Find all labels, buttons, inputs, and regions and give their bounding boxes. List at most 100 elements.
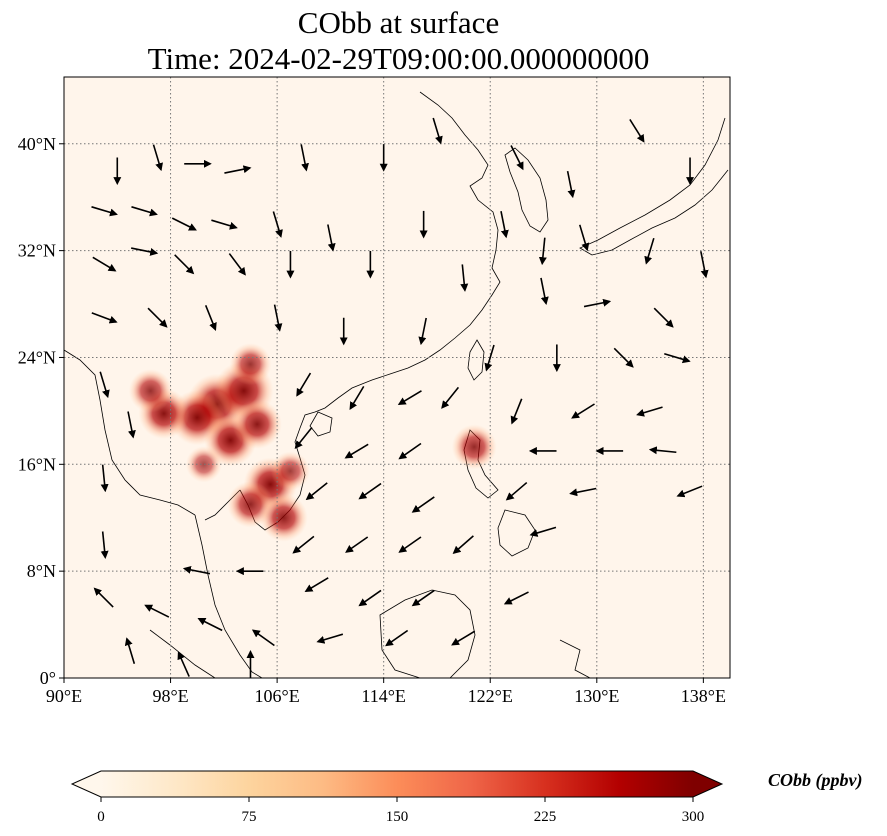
wind-arrow [131, 206, 158, 217]
wind-arrow [304, 577, 329, 593]
lon-tick-label: 90°E [46, 686, 82, 706]
lat-tick-label: 8°N [27, 561, 56, 581]
wind-arrow [411, 589, 435, 607]
lat-tick-label: 0° [40, 668, 56, 688]
wind-arrow [451, 630, 476, 646]
lon-tick-label: 122°E [468, 686, 513, 706]
wind-arrow [540, 277, 549, 306]
wind-arrow [344, 443, 369, 459]
bb-emission-hotspots [128, 343, 497, 542]
wind-arrow [91, 312, 118, 324]
wind-arrow [484, 344, 495, 372]
wind-arrow [418, 317, 427, 346]
wind-arrow [583, 298, 612, 308]
wind-arrow [629, 118, 645, 143]
wind-arrow [345, 536, 369, 553]
colorbar-min-extend [72, 771, 101, 797]
wind-vectors [91, 117, 709, 678]
wind-arrow [505, 481, 528, 501]
lat-tick-label: 32°N [18, 241, 56, 261]
wind-arrow [224, 165, 252, 174]
wind-arrow [566, 170, 576, 199]
coastline-mainland [239, 91, 501, 531]
wind-arrow [131, 247, 159, 256]
wind-arrow [296, 372, 312, 397]
wind-arrow [441, 386, 460, 409]
colorbar-tick-label: 225 [534, 809, 557, 825]
colorbar-tick-label: 300 [682, 809, 705, 825]
hotspot [270, 451, 310, 491]
hotspot [451, 424, 497, 470]
wind-arrow [636, 406, 663, 417]
wind-arrow [92, 256, 117, 272]
colorbar-ticks: 0 75 150 225 300 [97, 797, 704, 825]
wind-arrow [292, 535, 315, 554]
wind-arrow [613, 347, 634, 368]
hotspot [259, 493, 308, 542]
wind-arrow [578, 224, 590, 252]
coastline-mindanao [497, 509, 536, 557]
wind-arrow [100, 531, 109, 559]
wind-arrow [538, 237, 547, 266]
wind-arrow [676, 485, 703, 498]
wind-arrow [127, 411, 136, 439]
wind-arrow [569, 487, 597, 497]
map-frame [63, 76, 731, 679]
wind-arrow [228, 253, 246, 276]
latitude-ticks: 0° 8°N 16°N 24°N 32°N 40°N [18, 134, 64, 688]
wind-arrow [93, 587, 114, 608]
hotspot [229, 343, 272, 386]
wind-arrow [144, 604, 170, 618]
wind-arrow [251, 629, 275, 647]
lat-tick-label: 16°N [18, 454, 56, 474]
concentration-field [64, 77, 730, 678]
gridlines [64, 77, 730, 678]
wind-arrow [327, 224, 336, 252]
lon-tick-label: 138°E [681, 686, 726, 706]
wind-arrow [197, 618, 223, 632]
lat-tick-label: 40°N [18, 134, 56, 154]
wind-arrow [664, 352, 691, 364]
wind-arrow [152, 144, 163, 172]
wind-arrow [571, 403, 595, 419]
wind-arrow [500, 211, 509, 239]
hotspot [185, 446, 222, 483]
wind-arrow [398, 442, 422, 460]
coastline-borneo [379, 589, 476, 678]
wind-arrow [358, 482, 382, 500]
wind-arrow [503, 591, 529, 605]
coastline-myanmar [64, 349, 196, 516]
colorbar-tick-label: 75 [242, 809, 257, 825]
colorbar-tick-label: 150 [386, 809, 409, 825]
wind-arrow [700, 251, 709, 279]
wind-arrow [653, 307, 674, 328]
map-title: CObb at surface [297, 5, 500, 40]
lat-tick-label: 24°N [18, 347, 56, 367]
wind-arrow [294, 426, 313, 450]
wind-arrow [300, 144, 309, 172]
colorbar: 0 75 150 225 300 [70, 770, 724, 825]
wind-arrow [272, 211, 283, 238]
hotspot [232, 399, 282, 449]
wind-arrow [305, 482, 328, 501]
wind-arrow [529, 526, 557, 537]
colorbar-label: CObb (ppbv) [768, 770, 863, 790]
coastlines [64, 91, 729, 678]
wind-arrow [349, 385, 365, 411]
wind-arrow [171, 217, 197, 231]
wind-arrow [147, 307, 168, 328]
coastline-japan [579, 117, 729, 256]
colorbar-max-extend [693, 771, 722, 797]
wind-arrow [510, 145, 524, 171]
wind-arrow [316, 633, 344, 644]
wind-arrow [174, 254, 195, 275]
wind-arrow [99, 371, 110, 399]
wind-arrow [91, 206, 118, 217]
wind-arrow [452, 535, 474, 555]
lon-tick-label: 130°E [574, 686, 619, 706]
hotspot [128, 369, 173, 413]
wind-arrow [644, 237, 655, 265]
wind-arrow [100, 464, 109, 493]
wind-arrow [204, 305, 217, 331]
